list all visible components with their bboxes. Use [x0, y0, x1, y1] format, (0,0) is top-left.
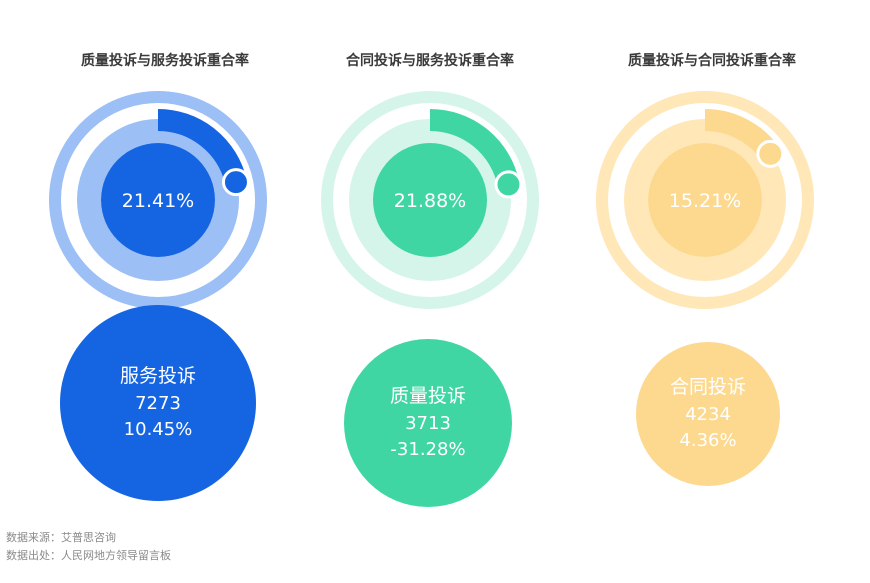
bubble-count: 3713 — [405, 412, 451, 434]
gauge-title-quality-service: 质量投诉与服务投诉重合率 — [81, 53, 249, 69]
bubble-count: 7273 — [135, 392, 181, 414]
gauge-core — [648, 143, 762, 257]
bubble-quality-complaints: 质量投诉 3713 -31.28% — [344, 339, 512, 507]
gauge-value-label: 21.41% — [122, 190, 194, 212]
bubble-contract-complaints: 合同投诉 4234 4.36% — [636, 342, 780, 486]
gauge-value-label: 15.21% — [669, 190, 741, 212]
gauge-outer-ring — [321, 91, 539, 309]
gauge-core — [101, 143, 215, 257]
gauge-title-quality-contract: 质量投诉与合同投诉重合率 — [628, 53, 796, 69]
data-source-text: 数据来源：艾普思咨询 — [6, 531, 116, 544]
bubble-label: 服务投诉 — [119, 365, 196, 388]
gauge-knob — [494, 170, 523, 199]
gauge-quality-contract: 15.21% — [596, 91, 814, 309]
gauge-knob — [756, 139, 785, 168]
gauge-inner-ring — [624, 119, 786, 281]
gauge-value-label: 21.88% — [394, 190, 466, 212]
gauge-contract-service: 21.88% — [321, 91, 539, 309]
gauge-inner-ring — [349, 119, 511, 281]
bubble-label: 合同投诉 — [669, 376, 746, 399]
bubble-change: 4.36% — [679, 429, 737, 451]
gauge-title-contract-service: 合同投诉与服务投诉重合率 — [346, 53, 514, 69]
gauge-outer-ring — [596, 91, 814, 309]
bubble-count: 4234 — [685, 403, 731, 425]
bubble-change: -31.28% — [390, 438, 466, 460]
gauge-knob — [221, 168, 250, 197]
bubble-change: 10.45% — [123, 418, 193, 440]
bubble-service-complaints: 服务投诉 7273 10.45% — [60, 305, 256, 501]
gauge-outer-ring — [49, 91, 267, 309]
gauge-core — [373, 143, 487, 257]
data-origin-text: 数据出处：人民网地方领导留言板 — [6, 549, 171, 562]
bubble-label: 质量投诉 — [389, 385, 466, 408]
gauge-quality-service: 21.41% — [49, 91, 267, 309]
